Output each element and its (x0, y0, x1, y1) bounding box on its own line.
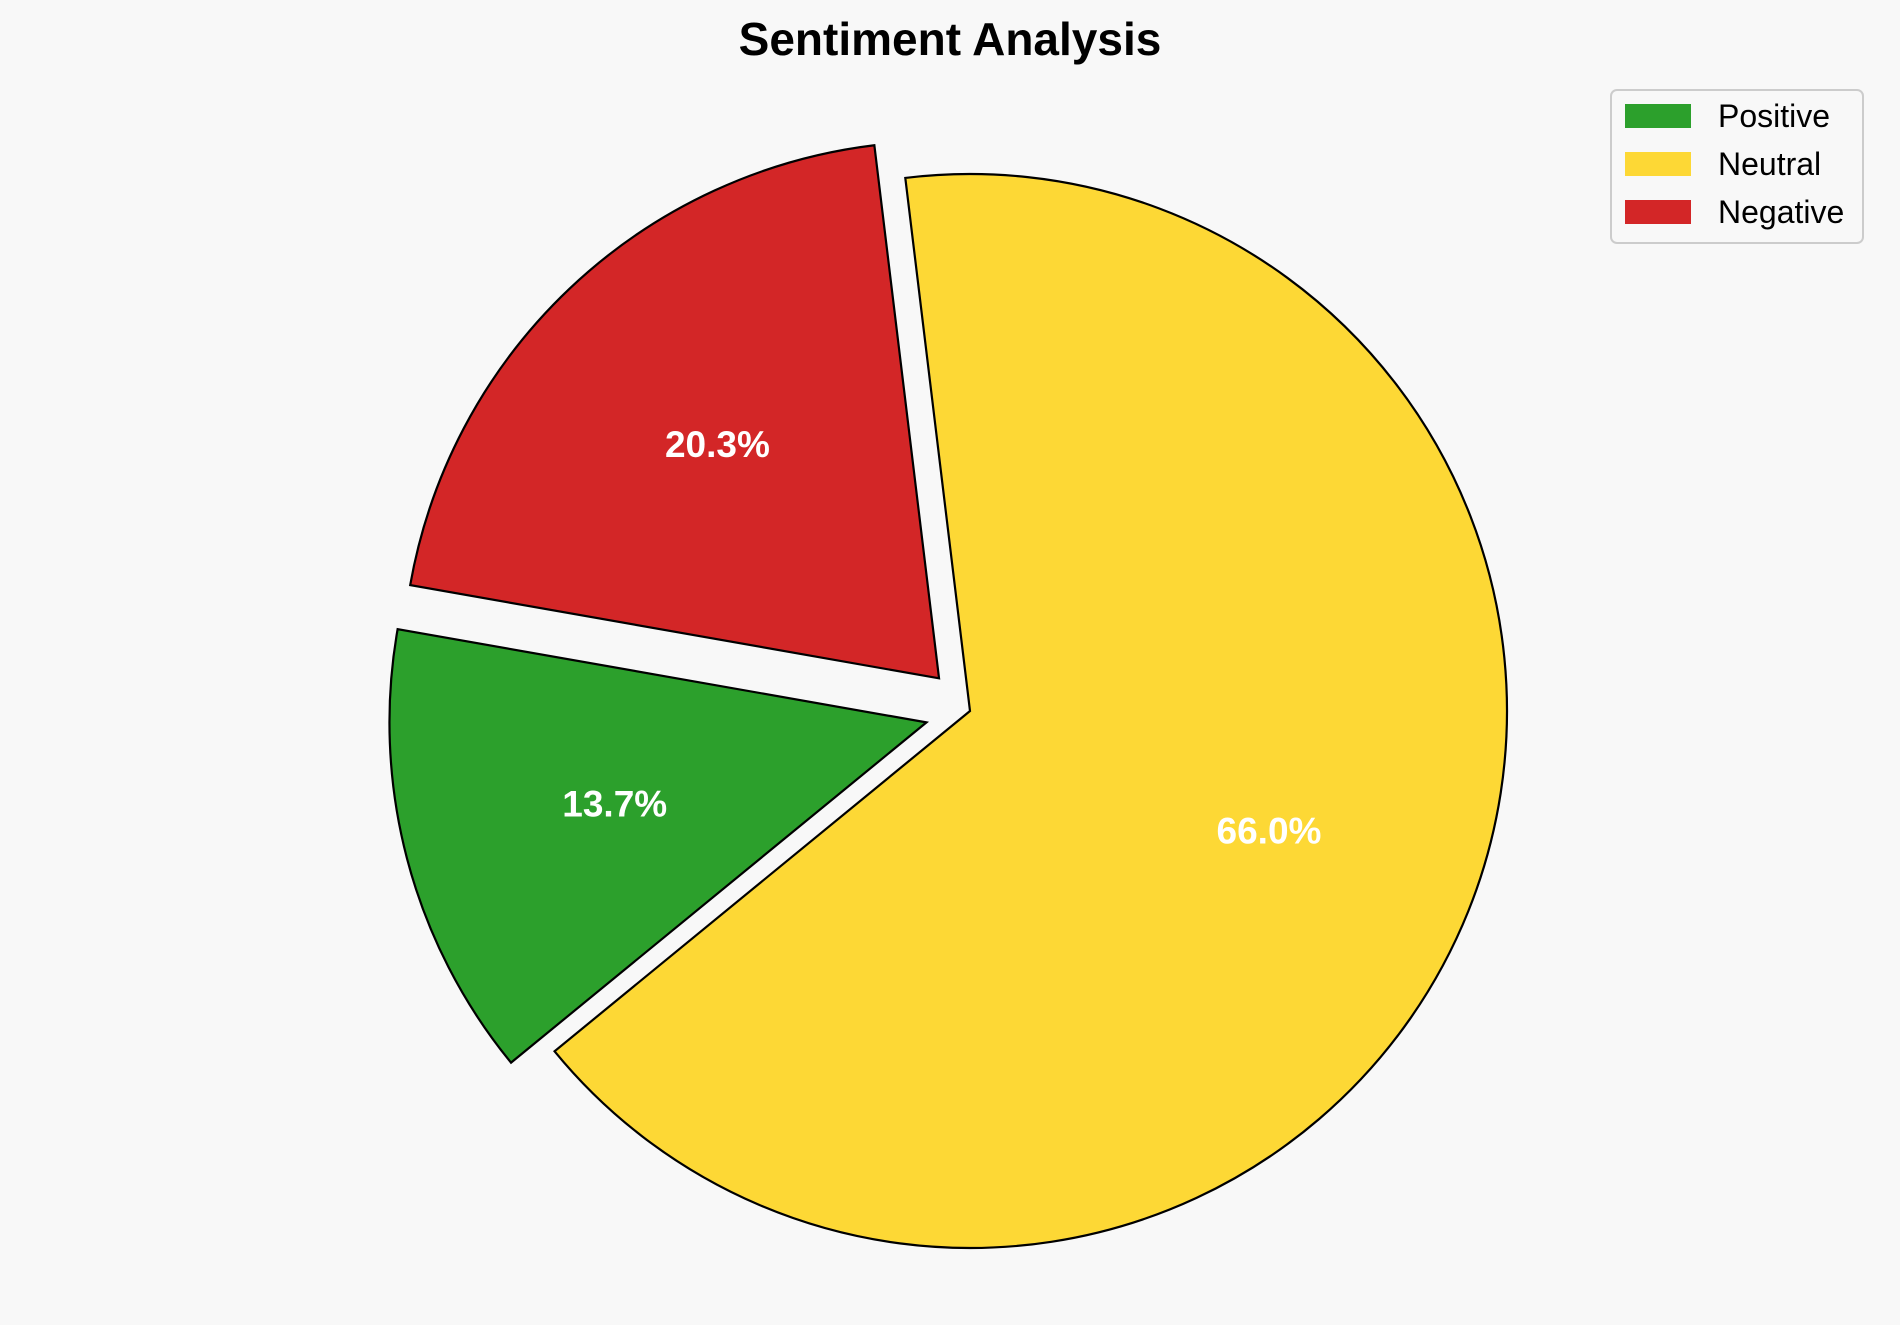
pie-slice-neutral (553, 172, 1509, 1250)
legend-swatch-neutral (1625, 152, 1691, 176)
legend-swatch-negative (1625, 200, 1691, 224)
pie-slice-negative (408, 144, 941, 680)
slice-label-positive: 13.7% (562, 783, 667, 824)
pie-slices (388, 144, 1509, 1250)
legend-swatch-positive (1625, 104, 1691, 128)
pie-slice-labels: 13.7% 66.0% 20.3% (562, 424, 1321, 852)
legend-label-positive: Positive (1718, 98, 1830, 134)
chart-title: Sentiment Analysis (739, 13, 1162, 65)
legend-label-neutral: Neutral (1718, 146, 1821, 182)
slice-label-neutral: 66.0% (1217, 811, 1322, 852)
slice-label-negative: 20.3% (665, 424, 770, 465)
legend-label-negative: Negative (1718, 194, 1844, 230)
pie-slice-positive (388, 627, 930, 1065)
legend: Positive Neutral Negative (1610, 89, 1864, 244)
